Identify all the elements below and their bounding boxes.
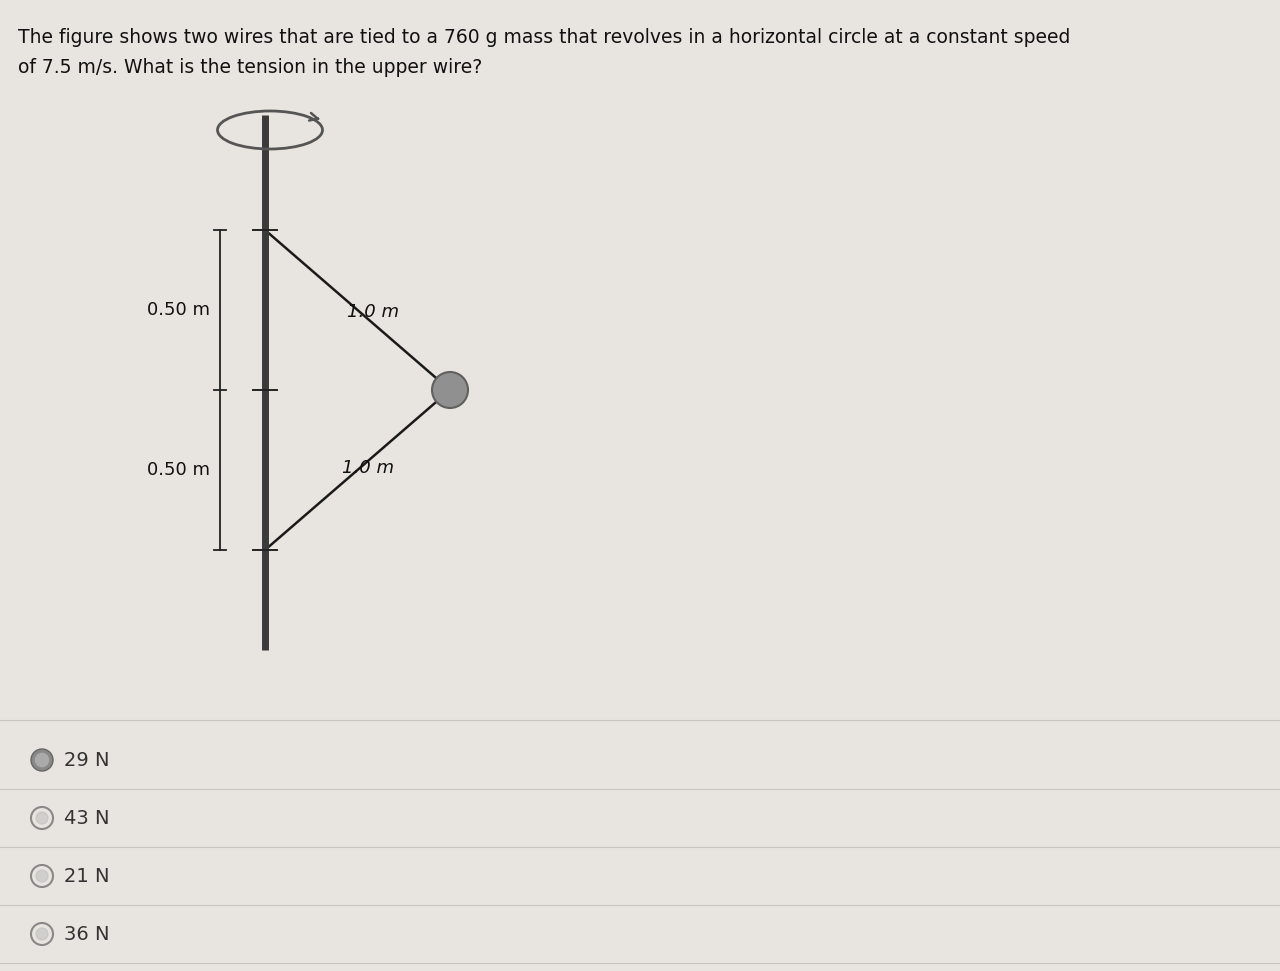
Text: 29 N: 29 N bbox=[64, 751, 110, 769]
Text: 0.50 m: 0.50 m bbox=[147, 301, 210, 319]
Text: of 7.5 m/s. What is the tension in the upper wire?: of 7.5 m/s. What is the tension in the u… bbox=[18, 58, 483, 77]
Text: 1.0 m: 1.0 m bbox=[347, 303, 399, 320]
Circle shape bbox=[36, 928, 49, 940]
Circle shape bbox=[433, 372, 468, 408]
Circle shape bbox=[36, 870, 49, 882]
Circle shape bbox=[36, 753, 49, 766]
Text: The figure shows two wires that are tied to a 760 g mass that revolves in a hori: The figure shows two wires that are tied… bbox=[18, 28, 1070, 47]
Text: 1.0 m: 1.0 m bbox=[342, 459, 394, 478]
Circle shape bbox=[31, 749, 52, 771]
Circle shape bbox=[36, 812, 49, 824]
Text: 36 N: 36 N bbox=[64, 924, 110, 944]
Text: 21 N: 21 N bbox=[64, 866, 110, 886]
Text: 43 N: 43 N bbox=[64, 809, 110, 827]
Text: 0.50 m: 0.50 m bbox=[147, 461, 210, 479]
